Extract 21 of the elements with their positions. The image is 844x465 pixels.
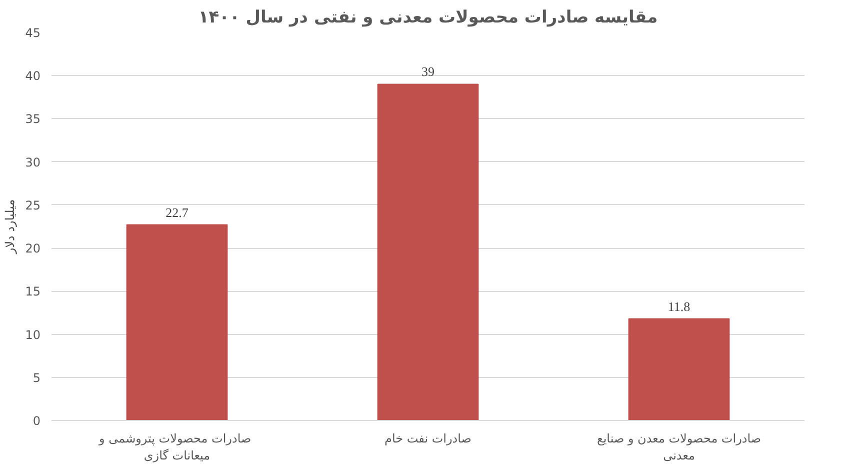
y-tick-label: 40 bbox=[25, 69, 41, 84]
y-tick-label: 35 bbox=[25, 112, 41, 126]
y-tick-label: 45 bbox=[25, 26, 41, 40]
y-tick-label: 25 bbox=[25, 198, 41, 212]
y-tick-label: 5 bbox=[32, 370, 41, 385]
data-label: 22.7 bbox=[166, 204, 189, 220]
y-tick-label: 0 bbox=[32, 414, 41, 428]
bar bbox=[377, 84, 479, 420]
y-tick-label: 20 bbox=[25, 242, 41, 256]
data-label: 11.8 bbox=[668, 298, 690, 314]
x-tick-label: صادرات محصولات پتروشمی و میعانات گازی bbox=[98, 432, 252, 462]
chart-title: مقایسه صادرات محصولات معدنی و نفتی در سال ۱۴۰۰ bbox=[198, 8, 658, 28]
y-tick-label: 30 bbox=[25, 155, 41, 170]
y-axis-title: میلیارد دلار bbox=[3, 199, 18, 255]
x-tick-label: صادرات محصولات معدن و صنایع معدنی bbox=[596, 432, 762, 462]
y-tick-label: 10 bbox=[25, 328, 41, 342]
bar bbox=[126, 224, 228, 420]
x-tick-label: صادرات نفت خام bbox=[384, 432, 472, 446]
data-label: 39 bbox=[422, 64, 434, 80]
bar bbox=[628, 318, 730, 420]
y-tick-label: 15 bbox=[25, 284, 41, 299]
